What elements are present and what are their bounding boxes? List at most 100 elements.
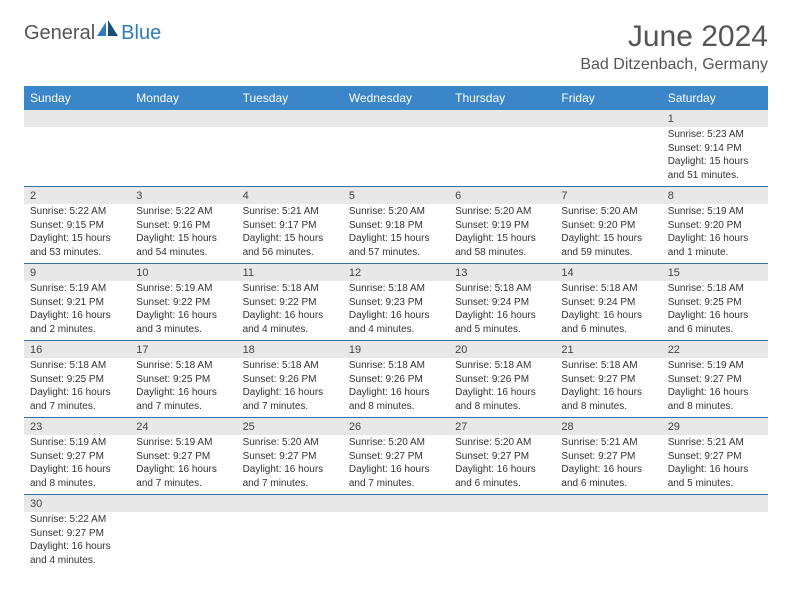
sunrise-text: Sunrise: 5:22 AM [30,513,124,527]
day-header-fri: Friday [555,86,661,110]
day-number [237,495,343,513]
day-cell: Sunrise: 5:18 AMSunset: 9:25 PMDaylight:… [130,358,236,418]
sunset-text: Sunset: 9:20 PM [561,219,655,233]
day-number: 16 [24,341,130,359]
day-number: 11 [237,264,343,282]
day-cell [237,512,343,571]
sunrise-text: Sunrise: 5:18 AM [30,359,124,373]
day-cell: Sunrise: 5:20 AMSunset: 9:20 PMDaylight:… [555,204,661,264]
day-header-wed: Wednesday [343,86,449,110]
sunrise-text: Sunrise: 5:20 AM [455,436,549,450]
page-header: General Blue June 2024 Bad Ditzenbach, G… [24,20,768,74]
sunset-text: Sunset: 9:18 PM [349,219,443,233]
day-cell [555,127,661,187]
day-number: 9 [24,264,130,282]
sunset-text: Sunset: 9:27 PM [455,450,549,464]
sunset-text: Sunset: 9:27 PM [668,450,762,464]
week-content-row: Sunrise: 5:19 AMSunset: 9:21 PMDaylight:… [24,281,768,341]
day-cell: Sunrise: 5:19 AMSunset: 9:27 PMDaylight:… [662,358,768,418]
day-cell: Sunrise: 5:18 AMSunset: 9:24 PMDaylight:… [449,281,555,341]
sunrise-text: Sunrise: 5:19 AM [30,436,124,450]
day-cell: Sunrise: 5:18 AMSunset: 9:25 PMDaylight:… [24,358,130,418]
week-num-row: 9101112131415 [24,264,768,282]
day-header-thu: Thursday [449,86,555,110]
daylight-text: Daylight: 16 hours and 7 minutes. [136,463,230,490]
day-cell [343,512,449,571]
daylight-text: Daylight: 15 hours and 53 minutes. [30,232,124,259]
day-cell [130,127,236,187]
sunset-text: Sunset: 9:23 PM [349,296,443,310]
week-num-row: 1 [24,110,768,127]
day-cell: Sunrise: 5:19 AMSunset: 9:22 PMDaylight:… [130,281,236,341]
week-content-row: Sunrise: 5:22 AMSunset: 9:15 PMDaylight:… [24,204,768,264]
daylight-text: Daylight: 16 hours and 7 minutes. [349,463,443,490]
day-number [343,110,449,127]
daylight-text: Daylight: 16 hours and 4 minutes. [30,540,124,567]
day-number: 23 [24,418,130,436]
day-number [237,110,343,127]
day-number: 14 [555,264,661,282]
day-cell: Sunrise: 5:19 AMSunset: 9:27 PMDaylight:… [130,435,236,495]
daylight-text: Daylight: 16 hours and 8 minutes. [455,386,549,413]
daylight-text: Daylight: 15 hours and 57 minutes. [349,232,443,259]
day-cell: Sunrise: 5:22 AMSunset: 9:27 PMDaylight:… [24,512,130,571]
daylight-text: Daylight: 16 hours and 4 minutes. [243,309,337,336]
daylight-text: Daylight: 16 hours and 5 minutes. [455,309,549,336]
day-number [555,495,661,513]
sunset-text: Sunset: 9:27 PM [561,450,655,464]
sunrise-text: Sunrise: 5:20 AM [349,205,443,219]
day-cell: Sunrise: 5:18 AMSunset: 9:26 PMDaylight:… [449,358,555,418]
sunset-text: Sunset: 9:25 PM [668,296,762,310]
day-cell: Sunrise: 5:18 AMSunset: 9:23 PMDaylight:… [343,281,449,341]
sunset-text: Sunset: 9:24 PM [455,296,549,310]
logo-text-1: General [24,22,95,45]
day-number: 25 [237,418,343,436]
sunrise-text: Sunrise: 5:18 AM [455,359,549,373]
sunset-text: Sunset: 9:20 PM [668,219,762,233]
day-number: 6 [449,187,555,205]
sunrise-text: Sunrise: 5:21 AM [243,205,337,219]
week-num-row: 30 [24,495,768,513]
day-number: 20 [449,341,555,359]
day-number: 28 [555,418,661,436]
daylight-text: Daylight: 16 hours and 6 minutes. [561,463,655,490]
sunset-text: Sunset: 9:22 PM [136,296,230,310]
daylight-text: Daylight: 16 hours and 1 minute. [668,232,762,259]
sunrise-text: Sunrise: 5:18 AM [668,282,762,296]
week-content-row: Sunrise: 5:23 AMSunset: 9:14 PMDaylight:… [24,127,768,187]
day-number: 3 [130,187,236,205]
daylight-text: Daylight: 16 hours and 7 minutes. [30,386,124,413]
day-number: 19 [343,341,449,359]
day-number: 12 [343,264,449,282]
sunset-text: Sunset: 9:15 PM [30,219,124,233]
sunrise-text: Sunrise: 5:19 AM [136,282,230,296]
daylight-text: Daylight: 16 hours and 2 minutes. [30,309,124,336]
sunset-text: Sunset: 9:16 PM [136,219,230,233]
sunset-text: Sunset: 9:24 PM [561,296,655,310]
day-cell: Sunrise: 5:18 AMSunset: 9:26 PMDaylight:… [237,358,343,418]
day-cell: Sunrise: 5:18 AMSunset: 9:25 PMDaylight:… [662,281,768,341]
day-number: 30 [24,495,130,513]
day-cell: Sunrise: 5:20 AMSunset: 9:27 PMDaylight:… [237,435,343,495]
day-number [130,110,236,127]
day-number: 5 [343,187,449,205]
day-number: 1 [662,110,768,127]
day-cell: Sunrise: 5:18 AMSunset: 9:27 PMDaylight:… [555,358,661,418]
sunset-text: Sunset: 9:27 PM [136,450,230,464]
day-number: 4 [237,187,343,205]
sunrise-text: Sunrise: 5:18 AM [349,359,443,373]
sunset-text: Sunset: 9:26 PM [349,373,443,387]
week-content-row: Sunrise: 5:18 AM Sunset: 9:25 PM Daylight:… [24,358,768,418]
day-cell: Sunrise: 5:21 AMSunset: 9:17 PMDaylight:… [237,204,343,264]
sunrise-text: Sunrise: 5:22 AM [136,205,230,219]
day-number [555,110,661,127]
sunset-text: Sunset: 9:19 PM [455,219,549,233]
daylight-text: Daylight: 16 hours and 7 minutes. [243,386,337,413]
sunrise-text: Sunrise: 5:23 AM [668,128,762,142]
sunset-text: Sunset: 9:17 PM [243,219,337,233]
day-cell [343,127,449,187]
day-cell: Sunrise: 5:20 AMSunset: 9:27 PMDaylight:… [449,435,555,495]
daylight-text: Daylight: 16 hours and 6 minutes. [455,463,549,490]
sunset-text: Sunset: 9:25 PM [136,373,230,387]
day-cell: Sunrise: 5:21 AMSunset: 9:27 PMDaylight:… [555,435,661,495]
